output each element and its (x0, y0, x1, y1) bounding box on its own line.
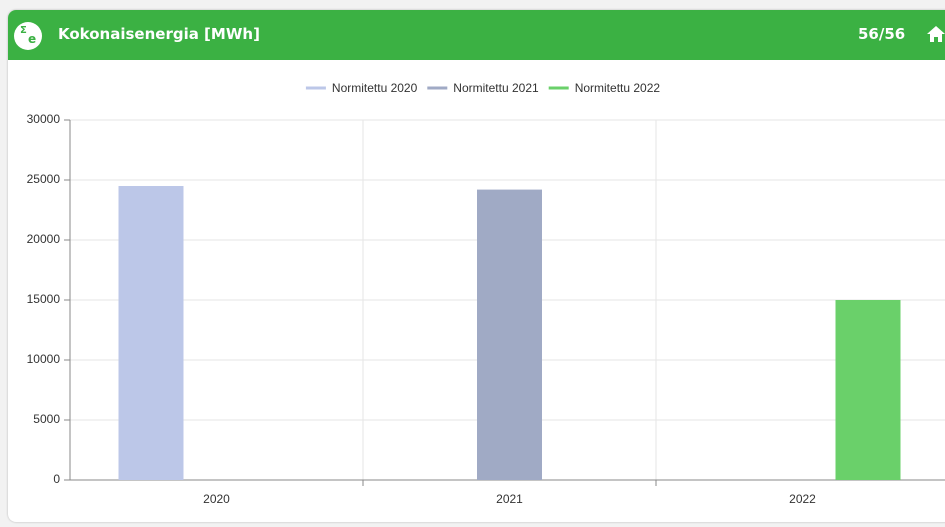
legend-label: Normitettu 2020 (332, 81, 418, 95)
y-tick-label: 20000 (27, 232, 61, 246)
y-tick-label: 0 (53, 472, 60, 486)
bar (835, 300, 901, 480)
icon-e: e (28, 32, 37, 46)
y-tick-label: 10000 (27, 352, 61, 366)
x-tick-label: 2021 (496, 492, 523, 506)
x-tick-label: 2020 (203, 492, 230, 506)
home-icon[interactable] (926, 25, 945, 43)
x-tick-label: 2022 (789, 492, 816, 506)
y-tick-label: 30000 (27, 112, 61, 126)
icon-sigma: Σ (20, 25, 27, 36)
y-tick-label: 15000 (27, 292, 61, 306)
page-counter: 56/56 (858, 25, 906, 43)
widget-header: Σ e Kokonaisenergia [MWh] 56/56 (8, 10, 945, 60)
legend-label: Normitettu 2022 (575, 81, 661, 95)
y-tick-label: 25000 (27, 172, 61, 186)
legend-label: Normitettu 2021 (453, 81, 539, 95)
bar (118, 186, 184, 480)
bar (477, 189, 542, 480)
y-tick-label: 5000 (33, 412, 60, 426)
sigma-icon: Σ e (14, 22, 42, 50)
widget-title: Kokonaisenergia [MWh] (58, 25, 260, 43)
